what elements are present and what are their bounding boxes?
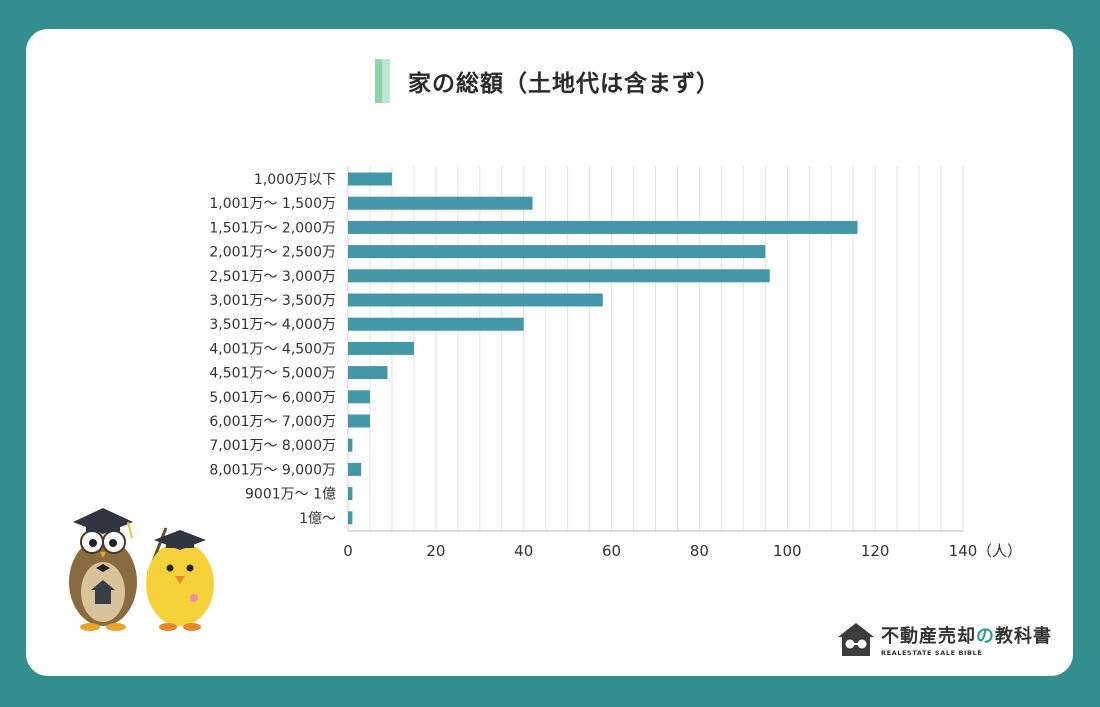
chart-title: 家の総額（土地代は含まず） [408,71,720,97]
chart-title-block: 家の総額（土地代は含まず） [375,58,720,104]
category-label: 4,001万〜 4,500万 [209,341,336,357]
owl-mascot-icon [69,508,137,631]
category-label: 3,501万〜 4,000万 [209,317,336,333]
x-tick-label: 60 [602,542,621,560]
mascot-illustration [69,508,214,631]
brand-logo: 不動産売却の教科書 REALESTATE SALE BIBLE [836,620,1052,658]
bar [348,220,858,234]
house-logo-icon [838,623,874,656]
bar [348,511,353,525]
bar [348,414,370,428]
x-tick-labels: 0 20 40 60 80 100 120 140 [343,542,977,560]
bar [348,317,524,331]
bar [348,196,533,210]
x-tick-label: 80 [690,542,709,560]
category-label: 9001万〜 1億 [245,487,336,503]
x-tick-label: 40 [514,542,533,560]
bar [348,462,362,476]
bars [348,172,858,525]
bar [348,438,353,452]
x-tick-label: 0 [343,542,353,560]
bar [348,172,392,186]
category-label: 1,000万以下 [254,172,336,188]
category-label: 3,001万〜 3,500万 [209,293,336,309]
x-tick-label: 20 [426,542,445,560]
bar [348,269,770,283]
gridlines [347,166,964,531]
bar [348,487,353,501]
category-label: 1,001万〜 1,500万 [209,196,336,212]
logo-text: 不動産売却の教科書 [881,625,1052,647]
chick-mascot-icon [146,530,214,631]
x-tick-label: 100 [773,542,802,560]
title-accent-bar [375,59,390,103]
category-label: 6,001万〜 7,000万 [209,414,336,430]
logo-subtitle: REALESTATE SALE BIBLE [881,648,983,657]
category-label: 1,501万〜 2,000万 [209,220,336,236]
bar [348,366,388,380]
category-labels: 1,000万以下 1,001万〜 1,500万 1,501万〜 2,000万 2,00… [209,172,336,527]
category-label: 2,001万〜 2,500万 [209,245,336,261]
category-label: 5,001万〜 6,000万 [209,390,336,406]
category-label: 7,001万〜 8,000万 [209,438,336,454]
category-label: 8,001万〜 9,000万 [209,462,336,478]
category-label: 4,501万〜 5,000万 [209,366,336,382]
x-tick-label: 140 [949,542,978,560]
category-label: 2,501万〜 3,000万 [209,269,336,285]
x-unit-label: （人） [977,542,1022,560]
category-label: 1億〜 [299,511,336,527]
x-tick-label: 120 [861,542,890,560]
bar [348,341,414,355]
bar [348,245,766,259]
bar [348,293,603,307]
bar [348,390,370,404]
